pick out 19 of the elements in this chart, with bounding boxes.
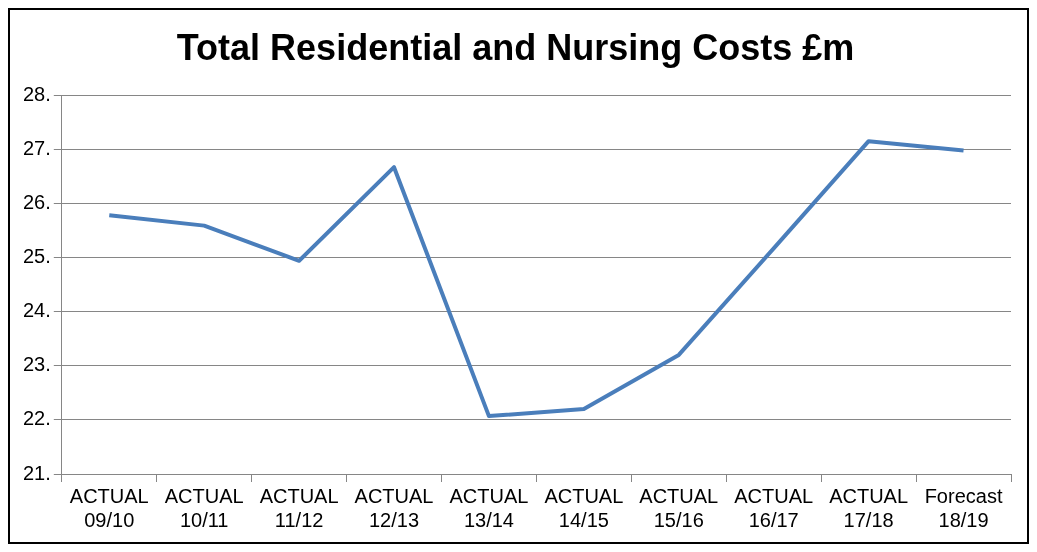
x-tick-label: ACTUAL 16/17 [734,484,814,531]
y-tick-label: 23. [22,353,51,376]
x-tick-label: ACTUAL 09/10 [69,484,149,531]
x-tick-label: ACTUAL 13/14 [449,484,529,531]
x-tick-label: ACTUAL 11/12 [259,484,339,531]
y-tick-label: 22. [22,407,51,430]
x-tick-label: ACTUAL 12/13 [354,484,434,531]
x-tick-label: ACTUAL 15/16 [639,484,719,531]
x-tick-label: ACTUAL 14/15 [544,484,624,531]
x-tick-label: ACTUAL 10/11 [164,484,244,531]
x-tick-label: ACTUAL 17/18 [829,484,909,531]
y-tick-label: 24. [22,299,51,322]
y-tick-label: 28. [22,82,51,105]
y-tick-label: 27. [22,136,51,159]
y-tick-label: 21. [22,461,51,484]
chart-title: Total Residential and Nursing Costs £m [176,26,855,68]
x-tick-label: Forecast 18/19 [924,484,1003,531]
y-tick-label: 26. [22,190,51,213]
y-tick-label: 25. [22,245,51,268]
